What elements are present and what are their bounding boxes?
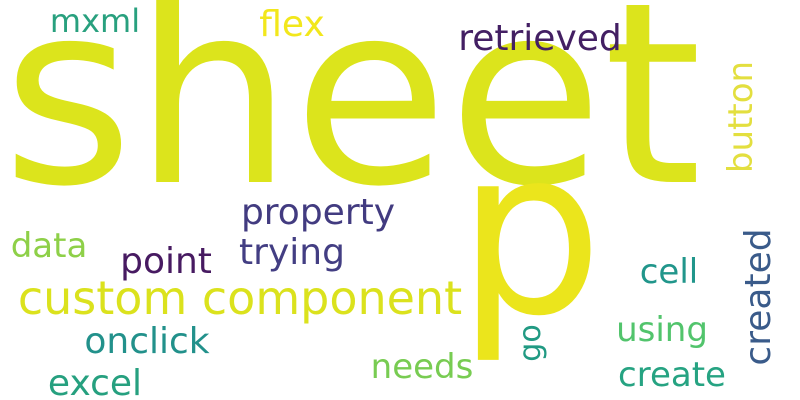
word-property: property (241, 192, 395, 233)
word-needs: needs (371, 347, 474, 387)
word-created: created (738, 228, 779, 365)
word-sheet: sheet (2, 0, 702, 242)
word-custom-component: custom component (18, 271, 462, 325)
word-excel: excel (48, 363, 142, 400)
word-go: go (513, 324, 548, 361)
word-p: p (457, 100, 603, 367)
word-data: data (11, 226, 88, 266)
word-cell: cell (640, 252, 699, 292)
word-button: button (721, 61, 761, 173)
word-point: point (120, 241, 212, 282)
word-retrieved: retrieved (458, 18, 622, 59)
word-onclick: onclick (84, 321, 209, 362)
word-flex: flex (259, 4, 325, 45)
word-create: create (618, 355, 726, 395)
word-mxml: mxml (50, 2, 140, 40)
word-trying: trying (239, 232, 345, 273)
word-using: using (616, 310, 708, 350)
